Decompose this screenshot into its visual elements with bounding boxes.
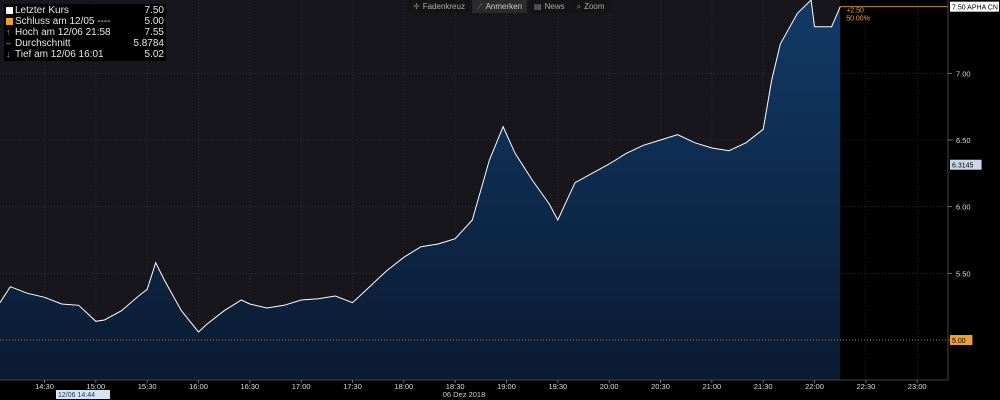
zoom-button[interactable]: ⌕ Zoom	[571, 0, 610, 13]
high-marker-icon: ↑	[6, 27, 11, 37]
crosshair-icon: ✛	[413, 2, 420, 11]
x-tick-label: 17:30	[343, 382, 362, 391]
x-tick-label: 22:30	[856, 382, 875, 391]
change-percent-label: 50.00%	[846, 16, 870, 23]
x-tick-label: 22:00	[805, 382, 824, 391]
x-tick-label: 20:00	[600, 382, 619, 391]
chart-toolbar: ✛ Fadenkreuz ⟋ Anmerken ▤ News ⌕ Zoom	[408, 0, 610, 13]
x-tick-label: 21:30	[754, 382, 773, 391]
x-axis-date-label: 06 Dez 2018	[443, 390, 486, 399]
x-tick-label: 21:00	[702, 382, 721, 391]
price-badge-label: 5.00	[952, 338, 966, 345]
y-tick-label: 6.50	[956, 136, 971, 145]
y-tick-label: 5.50	[956, 269, 971, 278]
price-badge	[950, 335, 973, 345]
news-icon: ▤	[534, 2, 542, 11]
x-tick-label: 20:30	[651, 382, 670, 391]
legend-last-price: Letzter Kurs 7.50	[6, 5, 164, 16]
price-line	[0, 0, 841, 333]
legend-label: Hoch am 12/06 21:58	[15, 27, 111, 38]
x-tick-label: 16:30	[240, 382, 259, 391]
legend-value: 5.02	[144, 49, 164, 60]
legend-label: Schluss am 12/05 ----	[15, 16, 111, 27]
legend-value: 5.00	[144, 16, 164, 27]
x-tick-label: 15:30	[138, 382, 157, 391]
x-tick-label: 23:00	[908, 382, 927, 391]
legend-swatch	[6, 18, 13, 25]
x-tick-label: 18:00	[394, 382, 413, 391]
zoom-icon: ⌕	[576, 1, 582, 11]
legend-label: Tief am 12/06 16:01	[15, 49, 104, 60]
legend-value: 5.8784	[133, 38, 164, 49]
x-tick-label: 19:30	[548, 382, 567, 391]
x-tick-label: 19:00	[497, 382, 516, 391]
legend-label: Letzter Kurs	[15, 5, 69, 16]
y-tick-label: 7.00	[956, 69, 971, 78]
legend-average: – Durchschnitt 5.8784	[6, 38, 164, 49]
news-label: News	[544, 2, 565, 11]
x-tick-label: 14:30	[35, 382, 54, 391]
change-absolute-label: +2.50	[846, 8, 864, 15]
y-tick-label: 6.00	[956, 203, 971, 212]
annotate-button[interactable]: ⟋ Anmerken	[471, 0, 528, 13]
legend-value: 7.50	[144, 5, 164, 16]
low-marker-icon: ↓	[6, 49, 11, 59]
price-badge	[950, 159, 982, 170]
zoom-label: Zoom	[584, 2, 605, 11]
x-tick-label: 18:30	[446, 382, 465, 391]
future-background	[840, 0, 948, 380]
crosshair-label: Fadenkreuz	[422, 2, 465, 11]
news-button[interactable]: ▤ News	[529, 0, 570, 13]
start-time-label: 12/06 14:44	[58, 392, 95, 399]
legend-swatch	[6, 7, 13, 14]
legend-value: 7.55	[144, 27, 164, 38]
pencil-icon: ⟋	[476, 1, 483, 11]
x-tick-label: 16:00	[189, 382, 208, 391]
price-area	[0, 0, 841, 380]
legend-previous-close: Schluss am 12/05 ---- 5.00	[6, 16, 164, 27]
x-tick-label: 17:00	[292, 382, 311, 391]
price-badge-label: 7.50 APHA CN	[952, 5, 998, 12]
price-badge-label: 6.3145	[952, 163, 974, 170]
legend-low: ↓ Tief am 12/06 16:01 5.02	[6, 49, 164, 60]
legend-label: Durchschnitt	[15, 38, 71, 49]
crosshair-button[interactable]: ✛ Fadenkreuz	[408, 0, 470, 13]
chart-legend: Letzter Kurs 7.50 Schluss am 12/05 ---- …	[4, 4, 166, 61]
x-tick-label: 15:00	[86, 382, 105, 391]
legend-high: ↑ Hoch am 12/06 21:58 7.55	[6, 27, 164, 38]
average-marker-icon: –	[6, 38, 12, 48]
start-time-badge	[56, 390, 110, 399]
price-badge	[950, 1, 999, 12]
annotate-label: Anmerken	[485, 2, 523, 11]
